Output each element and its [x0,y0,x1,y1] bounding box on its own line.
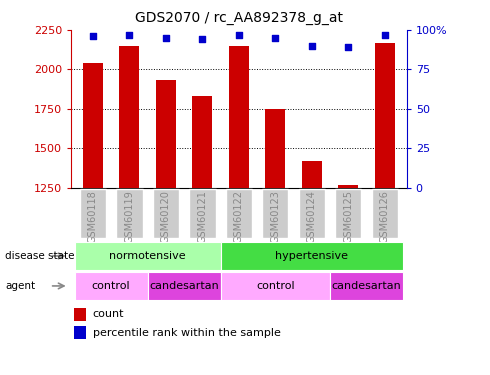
Point [162,35,170,41]
FancyBboxPatch shape [189,189,216,238]
Point [344,44,352,50]
FancyBboxPatch shape [80,189,106,238]
Point [235,32,243,38]
Text: control: control [92,281,130,291]
Text: candesartan: candesartan [332,281,401,291]
Bar [265,109,285,188]
Text: disease state: disease state [5,251,74,261]
Text: GSM60123: GSM60123 [270,190,280,243]
Text: hypertensive: hypertensive [275,251,348,261]
Bar [220,242,403,270]
Text: GSM60118: GSM60118 [88,190,98,243]
Bar [330,272,403,300]
Point [89,33,97,39]
Title: GDS2070 / rc_AA892378_g_at: GDS2070 / rc_AA892378_g_at [135,11,343,25]
FancyBboxPatch shape [153,189,179,238]
Point [381,32,389,38]
FancyBboxPatch shape [372,189,398,238]
Text: percentile rank within the sample: percentile rank within the sample [93,328,281,338]
Text: control: control [256,281,294,291]
Point [198,36,206,42]
Bar [302,161,322,188]
Bar [338,185,358,188]
FancyBboxPatch shape [335,189,362,238]
Point [308,43,316,49]
FancyBboxPatch shape [299,189,325,238]
Bar [220,272,330,300]
Text: candesartan: candesartan [149,281,219,291]
Bar [74,308,86,321]
Bar [375,44,395,188]
Bar [74,326,86,339]
Text: agent: agent [5,281,35,291]
Text: GSM60124: GSM60124 [307,190,317,243]
Bar [74,242,220,270]
Text: count: count [93,309,124,319]
FancyBboxPatch shape [116,189,143,238]
Bar [229,46,249,188]
Bar [120,46,140,188]
Text: GSM60125: GSM60125 [343,190,353,243]
Point [125,32,133,38]
Bar [193,96,213,188]
Text: GSM60122: GSM60122 [234,190,244,243]
Text: GSM60121: GSM60121 [197,190,207,243]
FancyBboxPatch shape [262,189,289,238]
Bar [156,80,176,188]
Bar [74,272,147,300]
Text: GSM60119: GSM60119 [124,190,134,243]
FancyBboxPatch shape [226,189,252,238]
Bar [147,272,220,300]
Text: GSM60126: GSM60126 [380,190,390,243]
Point [271,35,279,41]
Text: GSM60120: GSM60120 [161,190,171,243]
Text: normotensive: normotensive [109,251,186,261]
Bar [83,63,103,188]
